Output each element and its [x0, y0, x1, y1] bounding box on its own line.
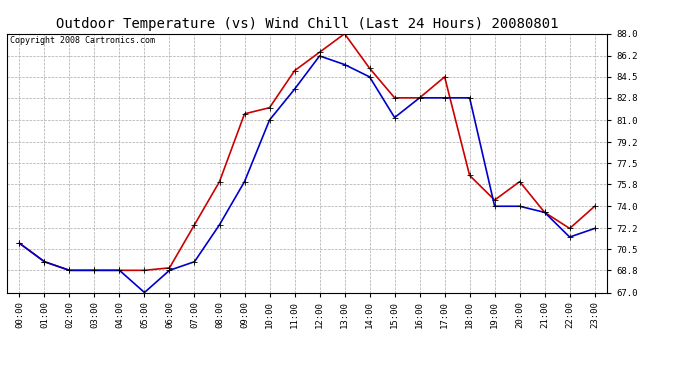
- Title: Outdoor Temperature (vs) Wind Chill (Last 24 Hours) 20080801: Outdoor Temperature (vs) Wind Chill (Las…: [56, 17, 558, 31]
- Text: Copyright 2008 Cartronics.com: Copyright 2008 Cartronics.com: [10, 36, 155, 45]
